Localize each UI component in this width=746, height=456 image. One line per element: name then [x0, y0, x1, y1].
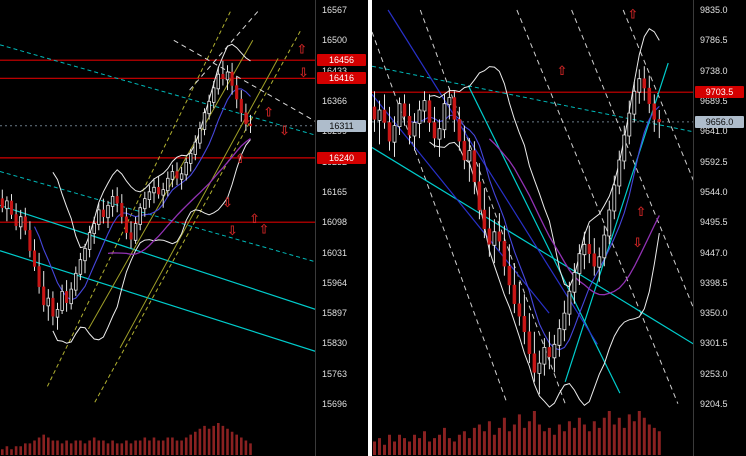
current-price-label: 9656.0: [695, 115, 744, 128]
price-axis-left[interactable]: 1656716500164331636616299162321616516098…: [315, 0, 368, 456]
price-tick-label: 16567: [322, 5, 348, 15]
trend-line: [0, 44, 316, 136]
price-tick-label: 15763: [322, 368, 348, 379]
trend-line: [372, 31, 508, 404]
down-arrow-icon: ⇩: [298, 66, 309, 81]
price-tick-label: 15830: [322, 338, 348, 349]
chart-panel-right: ⇧ ⇧ ⇧ ⇩ 9835.0 9786.5 9738.0 9689.5 9641.0 9592.…: [372, 0, 746, 456]
slow-ma-line: [107, 137, 251, 255]
up-arrow-icon: ⇧: [235, 152, 246, 167]
fast-ma-line: [34, 88, 251, 301]
trend-line: [88, 40, 254, 330]
candle-wicks: [374, 66, 660, 395]
price-tick-label: 9398.5: [700, 277, 728, 288]
bollinger-lower-band: [429, 141, 660, 408]
trend-line: [173, 39, 316, 123]
bollinger-upper-band: [52, 43, 251, 249]
down-arrow-icon: ⇩: [241, 113, 252, 128]
trend-line: [468, 85, 621, 394]
price-tick-label: 9204.5: [700, 399, 728, 409]
bear-candle-bodies: [372, 78, 662, 373]
price-tick-label: 16366: [322, 95, 348, 106]
trend-line: [516, 9, 679, 404]
price-alert-label: 9703.5: [695, 86, 744, 99]
price-tick-label: 9301.5: [700, 338, 728, 349]
trend-line: [0, 171, 316, 263]
price-alert-label: 16456: [317, 54, 366, 67]
price-tick-label: 16500: [322, 35, 348, 46]
volume-bars: [1, 423, 252, 455]
up-arrow-icon: ⇧: [296, 42, 307, 57]
chart-panel-left: ⇧⇩⇩⇧⇩⇧⇩⇩⇧⇧ 16567165001643316366162991623…: [0, 0, 368, 456]
price-tick-label: 16098: [322, 217, 348, 228]
up-arrow-icon: ⇧: [249, 212, 260, 227]
trend-line: [622, 9, 694, 182]
trend-line: [0, 204, 316, 311]
price-tick-label: 9447.0: [700, 247, 728, 258]
price-tick-label: 15897: [322, 308, 348, 319]
bear-candle-bodies: [0, 71, 253, 317]
up-arrow-icon: ⇧: [258, 222, 269, 237]
price-tick-label: 9641.0: [700, 126, 728, 137]
price-tick-label: 9544.0: [700, 186, 728, 197]
price-tick-label: 9738.0: [700, 65, 728, 76]
price-tick-label: 9592.5: [700, 156, 728, 167]
trend-line: [372, 94, 550, 314]
trend-line: [372, 65, 694, 133]
bollinger-lower-band: [52, 139, 251, 344]
price-tick-label: 15696: [322, 399, 348, 409]
bull-candle-bodies: [5, 71, 230, 318]
candlestick-plot-right[interactable]: ⇧ ⇧ ⇧ ⇩: [372, 0, 694, 456]
price-tick-label: 15964: [322, 277, 348, 288]
up-arrow-icon: ⇧: [627, 7, 638, 22]
price-tick-label: 9835.0: [700, 5, 728, 15]
bollinger-upper-band: [429, 28, 660, 288]
price-tick-label: 16433: [322, 65, 348, 76]
trend-line: [46, 10, 232, 387]
down-arrow-icon: ⇩: [632, 236, 643, 251]
candlestick-plot-left[interactable]: ⇧⇩⇩ ⇧⇩⇧⇩⇩⇧⇧: [0, 0, 316, 456]
up-arrow-icon: ⇧: [557, 64, 568, 79]
down-arrow-icon: ⇩: [227, 224, 238, 239]
price-tick-label: 9495.5: [700, 217, 728, 228]
up-arrow-icon: ⇧: [263, 106, 274, 121]
price-tick-label: 9786.5: [700, 35, 728, 46]
down-arrow-icon: ⇩: [222, 196, 233, 211]
fast-ma-line: [409, 106, 660, 351]
trend-line: [0, 250, 316, 353]
trend-line: [387, 9, 598, 345]
trend-line: [571, 9, 694, 310]
price-tick-label: 16031: [322, 247, 348, 258]
trend-line: [372, 146, 694, 345]
trend-line: [94, 31, 301, 403]
price-tick-label: 16165: [322, 186, 348, 197]
trend-line: [119, 58, 279, 349]
current-price-label: 16311: [317, 119, 366, 132]
price-axis-right[interactable]: 9835.0 9786.5 9738.0 9689.5 9641.0 9592.5 9544…: [693, 0, 746, 456]
price-tick-label: 9253.0: [700, 368, 728, 379]
bull-candle-bodies: [377, 78, 642, 374]
trend-line: [419, 9, 566, 404]
panel-divider: [368, 0, 372, 456]
price-alert-label: 16240: [317, 151, 366, 164]
volume-bars: [373, 411, 661, 455]
price-alert-label: 16416: [317, 72, 366, 85]
down-arrow-icon: ⇩: [279, 124, 290, 139]
up-arrow-icon: ⇧: [635, 205, 646, 220]
price-tick-label: 9350.0: [700, 308, 728, 319]
price-tick-label: 9689.5: [700, 95, 728, 106]
